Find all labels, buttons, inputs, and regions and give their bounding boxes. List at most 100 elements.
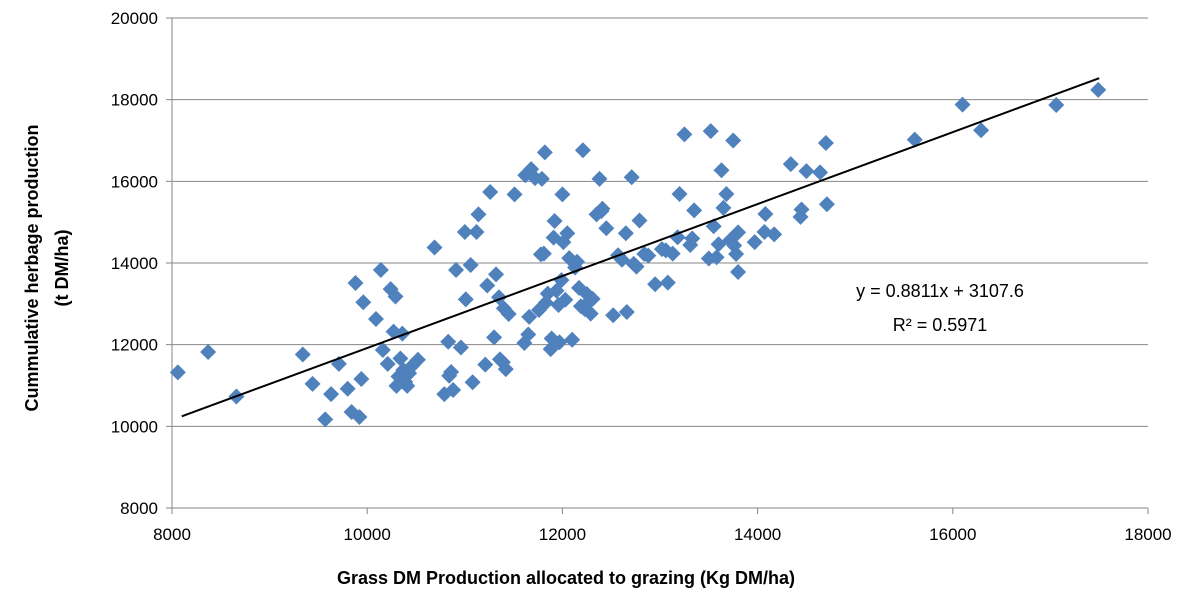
y-axis-title-line-2: (t DM/ha) (52, 230, 72, 307)
data-point-119 (684, 230, 701, 247)
data-point-147 (954, 96, 971, 113)
data-point-23 (392, 350, 409, 367)
data-point-116 (671, 185, 688, 202)
data-point-56 (506, 186, 523, 203)
data-point-76 (551, 334, 568, 351)
x-tick-label-12000: 12000 (539, 525, 586, 544)
data-point-124 (708, 249, 725, 266)
y-tick-label-8000: 8000 (120, 499, 158, 518)
data-point-40 (457, 291, 474, 308)
data-point-95 (591, 170, 608, 187)
data-point-0 (169, 364, 186, 381)
x-tick-label-8000: 8000 (153, 525, 191, 544)
y-axis-title: Cummulative herbage production (t DM/ha) (22, 124, 72, 411)
data-point-85 (569, 253, 586, 270)
data-point-12 (353, 370, 370, 387)
data-point-4 (304, 375, 321, 392)
y-axis-title-line-1: Cummulative herbage production (22, 124, 42, 411)
x-tick-label-16000: 16000 (929, 525, 976, 544)
data-point-31 (426, 239, 443, 256)
data-point-46 (479, 277, 496, 294)
data-point-122 (702, 123, 719, 140)
data-point-65 (533, 170, 550, 187)
data-point-8 (339, 380, 356, 397)
data-point-99 (605, 307, 622, 324)
data-point-41 (462, 257, 479, 274)
data-point-141 (793, 201, 810, 218)
data-point-15 (372, 261, 389, 278)
data-points (169, 81, 1107, 428)
y-tick-label-20000: 20000 (111, 9, 158, 28)
data-point-104 (623, 169, 640, 186)
data-point-145 (818, 196, 835, 213)
data-point-3 (294, 346, 311, 363)
data-point-112 (657, 242, 674, 259)
data-point-17 (379, 355, 396, 372)
data-point-5 (317, 411, 334, 428)
data-point-115 (669, 229, 686, 246)
data-point-120 (686, 202, 703, 219)
data-point-88 (574, 142, 591, 159)
data-point-109 (640, 247, 657, 264)
data-point-45 (477, 356, 494, 373)
data-point-83 (564, 331, 581, 348)
data-point-42 (464, 374, 481, 391)
data-point-97 (594, 200, 611, 217)
data-point-114 (664, 245, 681, 262)
data-point-49 (488, 266, 505, 283)
trendline-equation: y = 0.8811x + 3107.6 (856, 281, 1024, 301)
data-point-16 (374, 341, 391, 358)
data-point-103 (618, 304, 635, 320)
data-point-98 (598, 220, 615, 237)
data-point-43 (468, 223, 485, 240)
data-point-39 (456, 223, 473, 240)
axes (166, 17, 1149, 514)
data-point-11 (351, 408, 368, 425)
data-point-38 (452, 339, 469, 356)
data-point-30 (409, 351, 426, 368)
data-point-1 (200, 344, 217, 361)
data-point-102 (617, 225, 634, 242)
data-point-139 (782, 156, 799, 173)
data-point-138 (766, 226, 783, 243)
data-point-143 (812, 164, 829, 181)
data-point-27 (399, 377, 416, 394)
data-point-137 (757, 206, 774, 222)
data-point-93 (584, 290, 601, 307)
data-point-44 (470, 206, 487, 223)
data-point-127 (715, 199, 732, 216)
trendline-r-squared: R² = 0.5971 (893, 315, 988, 335)
data-point-133 (730, 263, 747, 280)
data-point-10 (347, 275, 364, 292)
data-point-47 (482, 183, 499, 200)
x-tick-label-10000: 10000 (344, 525, 391, 544)
data-point-126 (713, 162, 730, 179)
data-point-77 (553, 272, 570, 289)
data-point-35 (443, 364, 460, 381)
trendline (181, 77, 1100, 418)
data-point-106 (628, 258, 645, 275)
data-point-66 (535, 245, 552, 262)
data-point-81 (559, 225, 576, 242)
data-point-20 (387, 288, 404, 305)
data-point-107 (631, 212, 648, 229)
data-point-132 (728, 246, 745, 263)
data-point-92 (582, 305, 599, 322)
gridlines (172, 17, 1148, 427)
data-point-59 (520, 326, 537, 343)
data-point-148 (973, 122, 990, 139)
data-point-144 (817, 134, 834, 151)
data-point-14 (367, 310, 384, 327)
data-point-150 (1090, 81, 1107, 98)
data-point-110 (647, 276, 664, 293)
data-point-113 (659, 274, 676, 291)
data-point-149 (1048, 96, 1065, 113)
data-point-13 (355, 294, 372, 311)
data-point-134 (730, 224, 747, 241)
x-tick-label-18000: 18000 (1124, 525, 1171, 544)
data-point-135 (746, 234, 763, 251)
data-point-117 (676, 126, 693, 143)
y-tick-label-16000: 16000 (111, 172, 158, 191)
y-tick-label-14000: 14000 (111, 254, 158, 273)
